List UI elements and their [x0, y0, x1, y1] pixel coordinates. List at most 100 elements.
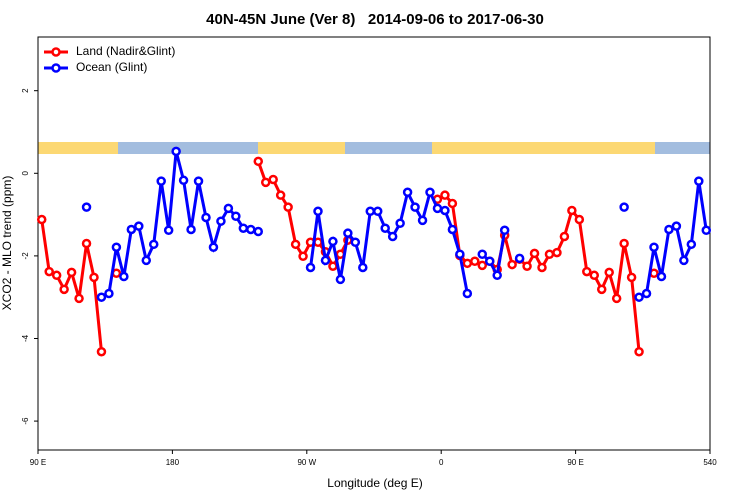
data-point	[656, 271, 667, 282]
data-point	[208, 242, 219, 252]
data-point	[455, 249, 465, 259]
data-point	[395, 218, 405, 229]
data-point	[186, 224, 196, 235]
data-point	[343, 228, 353, 238]
data-point	[89, 272, 99, 283]
data-point	[74, 293, 84, 304]
data-point	[611, 293, 622, 304]
series-line	[100, 151, 708, 299]
data-point	[148, 239, 159, 250]
data-point	[36, 214, 47, 225]
data-point	[626, 272, 637, 283]
data-point	[634, 346, 644, 357]
data-point	[402, 187, 413, 198]
data-point	[447, 224, 458, 235]
data-point	[559, 231, 570, 242]
data-point	[671, 221, 682, 231]
data-point	[51, 270, 62, 281]
data-point	[596, 284, 607, 295]
legend-label: Land (Nadir&Glint)	[76, 44, 175, 58]
data-point	[380, 223, 390, 233]
data-point	[283, 202, 293, 212]
data-point	[514, 253, 525, 264]
data-point	[81, 202, 92, 212]
data-point	[275, 190, 286, 200]
data-point	[470, 256, 480, 267]
data-point	[231, 211, 241, 221]
data-point	[260, 177, 271, 188]
data-point	[425, 187, 435, 198]
data-point	[335, 274, 346, 285]
data-point	[81, 238, 92, 249]
data-point	[193, 176, 204, 186]
series-line	[42, 161, 654, 351]
data-point	[104, 288, 114, 299]
data-point	[440, 190, 450, 200]
data-point	[447, 198, 458, 209]
data-point	[178, 175, 189, 186]
data-point	[290, 239, 301, 250]
x-tick-label: 90 E	[30, 458, 46, 467]
data-point	[328, 236, 338, 247]
y-tick-label: -6	[21, 417, 30, 425]
data-point	[679, 255, 689, 266]
data-point	[96, 346, 107, 357]
legend-marker	[51, 47, 61, 57]
data-point	[268, 174, 278, 185]
data-point	[216, 216, 226, 226]
data-point	[694, 176, 704, 186]
data-point	[305, 262, 316, 273]
data-point	[589, 270, 600, 281]
data-point	[462, 288, 473, 299]
data-point	[619, 202, 629, 212]
data-point	[59, 284, 69, 295]
data-point	[507, 259, 517, 270]
data-point	[365, 206, 376, 217]
data-point	[298, 251, 308, 262]
data-point	[238, 223, 249, 233]
x-tick-label: 0	[439, 458, 444, 467]
data-point	[634, 292, 644, 302]
data-point	[529, 248, 540, 259]
data-point	[440, 205, 450, 216]
chart-title: 40N-45N June (Ver 8) 2014-09-06 to 2017-…	[206, 11, 544, 28]
y-tick-label: -4	[21, 334, 30, 342]
data-point	[253, 226, 264, 237]
data-point	[686, 239, 697, 250]
data-point	[537, 262, 547, 273]
y-axis-title: XCO2 - MLO trend (ppm)	[0, 176, 14, 311]
data-point	[66, 267, 77, 278]
data-point	[350, 237, 361, 248]
data-point	[417, 215, 428, 226]
data-point	[163, 225, 174, 236]
data-point	[156, 176, 166, 186]
data-point	[604, 267, 614, 278]
data-point	[223, 203, 234, 214]
data-point	[253, 156, 264, 167]
data-point	[462, 258, 473, 269]
data-point	[484, 256, 495, 267]
data-point	[141, 255, 152, 266]
data-point	[619, 238, 629, 249]
data-point	[134, 221, 144, 231]
data-point	[96, 292, 107, 302]
plot-frame	[37, 36, 711, 451]
data-point	[701, 225, 712, 236]
data-point	[641, 288, 652, 299]
x-tick-label: 540	[703, 458, 717, 467]
data-point	[320, 255, 331, 266]
data-point	[492, 270, 502, 281]
x-axis-title: Longitude (deg E)	[327, 476, 422, 490]
data-point	[410, 202, 420, 212]
data-point	[432, 203, 443, 214]
land-ocean-strip	[38, 142, 710, 154]
data-point	[582, 266, 592, 277]
data-point	[201, 212, 211, 223]
legend-label: Ocean (Glint)	[76, 60, 147, 74]
y-tick-label: -2	[21, 252, 30, 260]
y-tick-label: 2	[21, 88, 30, 93]
data-point	[111, 242, 122, 252]
data-point	[567, 205, 577, 216]
x-tick-label: 90 W	[297, 458, 316, 467]
